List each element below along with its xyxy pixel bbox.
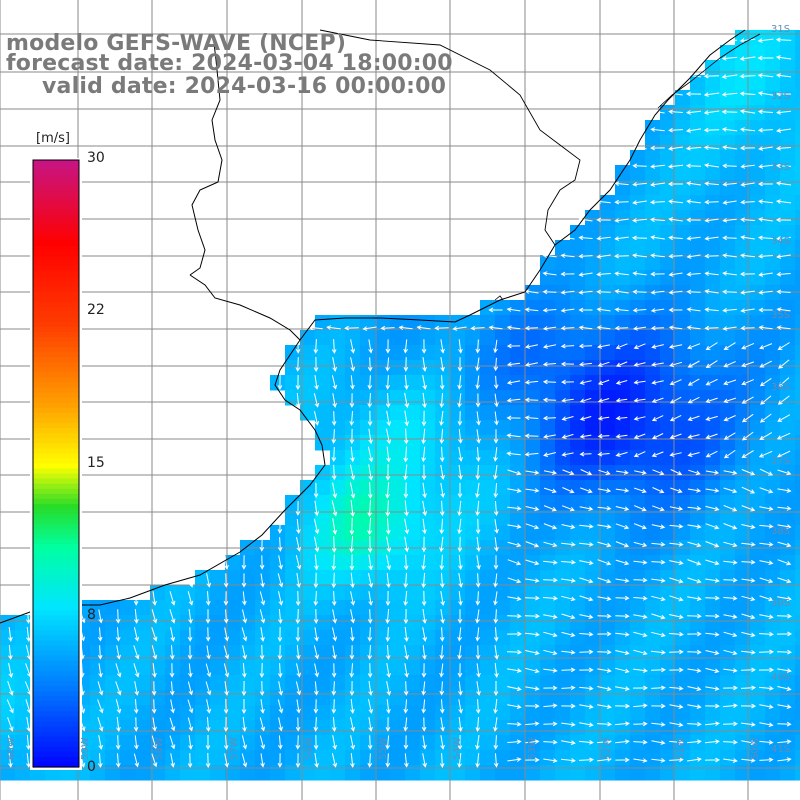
svg-text:39S: 39S bbox=[771, 598, 790, 609]
svg-text:56W: 56W bbox=[304, 737, 315, 760]
grid-labels: 31S 32S 33S 34S 35S 36S 37S 38S 39S 40S 41S 60W 59W 5… bbox=[6, 24, 790, 760]
svg-text:55W: 55W bbox=[378, 737, 389, 760]
title-forecast-date: forecast date: 2024-03-04 18:00:00 bbox=[6, 51, 453, 76]
coastline bbox=[0, 29, 761, 624]
wind-arrows bbox=[6, 37, 793, 769]
svg-text:41S: 41S bbox=[771, 744, 790, 755]
svg-text:36S: 36S bbox=[771, 382, 790, 393]
title-model: modelo GEFS-WAVE (NCEP) bbox=[6, 31, 347, 56]
svg-text:32S: 32S bbox=[771, 91, 790, 102]
colorbar-tick-0: 0 bbox=[87, 759, 96, 775]
svg-text:31S: 31S bbox=[771, 24, 790, 35]
svg-text:37S: 37S bbox=[771, 456, 790, 467]
colorbar-unit: [m/s] bbox=[36, 131, 70, 146]
svg-text:60W: 60W bbox=[6, 737, 17, 760]
svg-text:59W: 59W bbox=[80, 737, 91, 760]
svg-text:51W: 51W bbox=[676, 737, 687, 760]
svg-text:38S: 38S bbox=[771, 526, 790, 537]
colorbar bbox=[30, 158, 82, 770]
svg-text:50W: 50W bbox=[750, 737, 761, 760]
svg-text:34S: 34S bbox=[771, 236, 790, 247]
title-valid-date: valid date: 2024-03-16 00:00:00 bbox=[42, 74, 447, 99]
colorbar-tick-15: 15 bbox=[87, 455, 105, 471]
svg-text:58W: 58W bbox=[154, 737, 165, 760]
svg-text:40S: 40S bbox=[771, 672, 790, 683]
colorbar-tick-30: 30 bbox=[87, 150, 105, 166]
svg-text:54W: 54W bbox=[452, 737, 463, 760]
ocean-field bbox=[0, 30, 800, 781]
svg-text:53W: 53W bbox=[527, 737, 538, 760]
svg-text:57W: 57W bbox=[229, 737, 240, 760]
colorbar-tick-8: 8 bbox=[87, 607, 96, 623]
svg-text:52W: 52W bbox=[602, 737, 613, 760]
svg-text:35S: 35S bbox=[771, 310, 790, 321]
colorbar-tick-22: 22 bbox=[87, 302, 105, 318]
svg-text:33S: 33S bbox=[771, 162, 790, 173]
